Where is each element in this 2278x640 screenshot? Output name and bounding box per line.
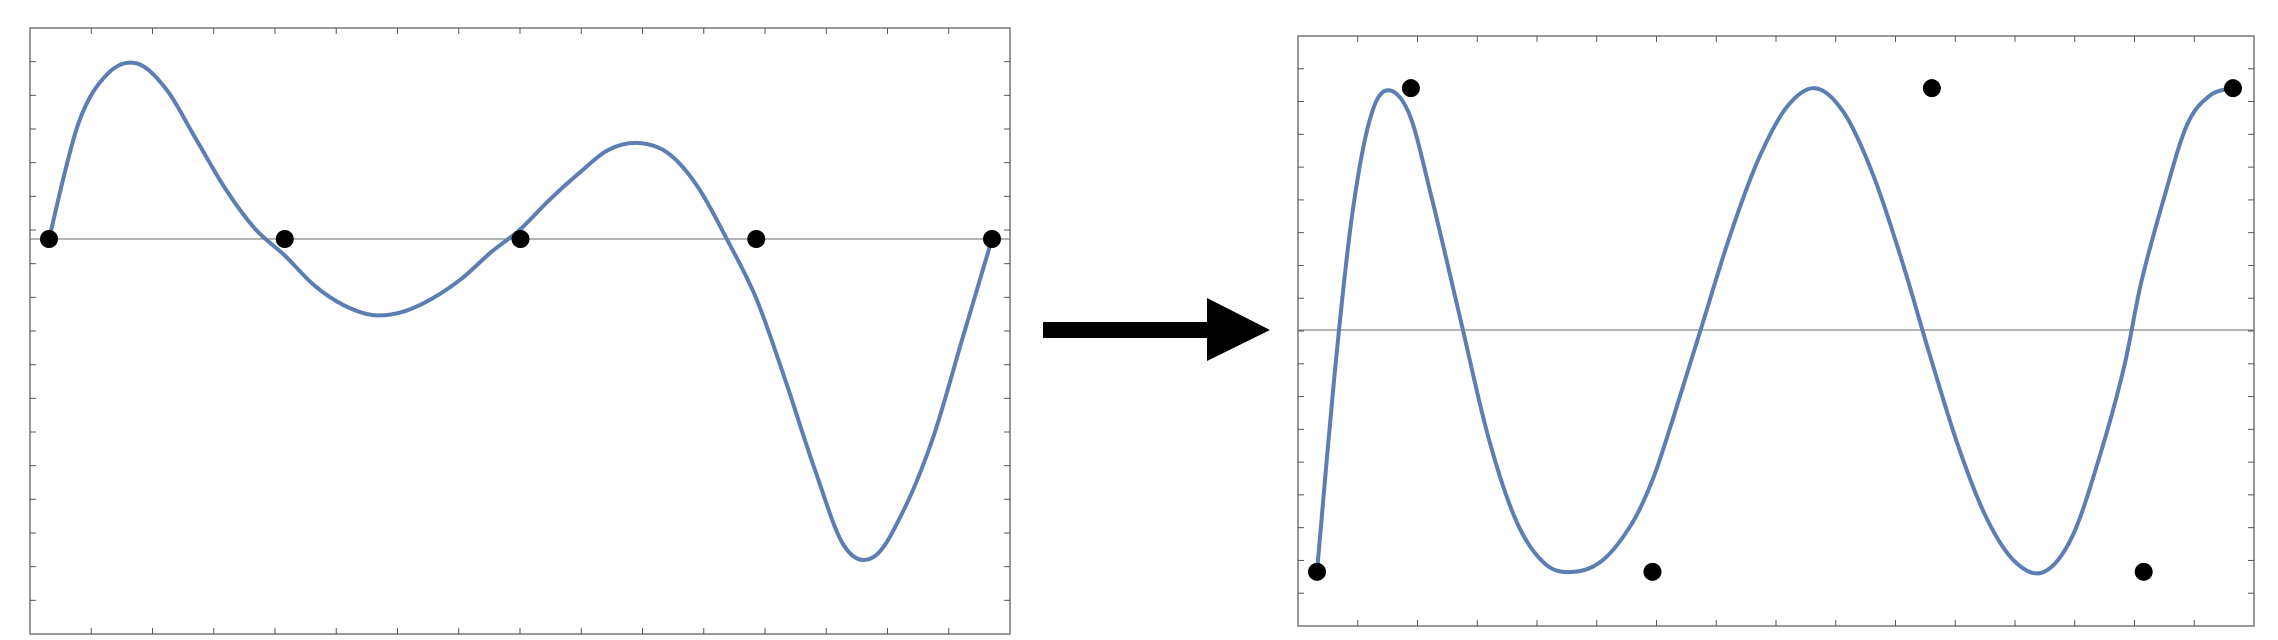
data-point	[983, 230, 1001, 248]
right-plot	[1297, 35, 2255, 627]
plot-frame	[29, 27, 1011, 635]
data-point	[511, 230, 530, 248]
data-point	[2224, 79, 2242, 98]
right-arrow-icon	[1043, 298, 1270, 361]
series-line	[47, 60, 994, 562]
data-point	[1643, 562, 1662, 581]
data-point	[1308, 562, 1326, 581]
left-plot	[29, 27, 1011, 635]
arrow-shape	[1043, 298, 1270, 361]
data-point	[747, 230, 766, 248]
data-point	[1401, 79, 1420, 98]
data-point	[40, 230, 58, 248]
data-point	[275, 230, 294, 248]
data-point	[2134, 562, 2153, 581]
series-line	[1315, 86, 2235, 576]
plot-frame	[1297, 35, 2255, 627]
data-point	[1922, 79, 1941, 98]
